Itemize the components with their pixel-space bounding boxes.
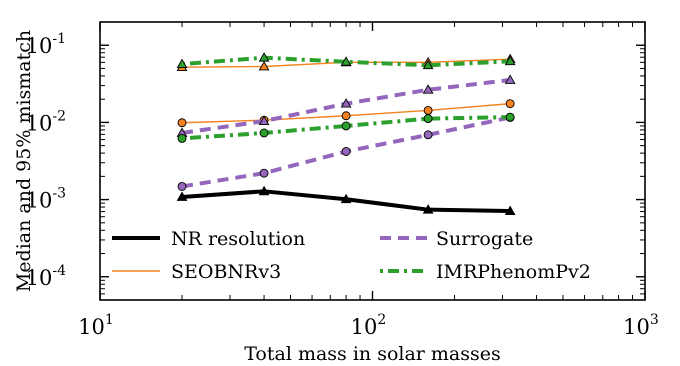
data-point [176, 58, 188, 68]
series-seobnrv3-median [177, 99, 515, 128]
data-point [423, 130, 433, 140]
data-point [177, 181, 187, 191]
legend-label: NR resolution [171, 228, 305, 250]
y-axis-label: Median and 95% mismatch [13, 30, 35, 292]
data-point [258, 115, 270, 125]
data-point [258, 52, 270, 62]
data-point [422, 84, 434, 94]
legend-label: IMRPhenomPv2 [436, 261, 591, 283]
data-point [177, 133, 187, 143]
data-point [341, 111, 351, 121]
data-point [504, 205, 516, 215]
y-tick-exponent: -3 [52, 186, 66, 202]
legend-item: Surrogate [380, 228, 533, 250]
series-imrphenompv2-median [177, 112, 515, 143]
y-tick-label: 10-1 [26, 31, 66, 58]
x-axis-label: Total mass in solar masses [244, 343, 501, 365]
x-tick-label: 101 [78, 312, 114, 339]
legend-item: IMRPhenomPv2 [380, 261, 591, 283]
x-tick-exponent: 1 [105, 312, 114, 328]
series-line [181, 55, 511, 68]
series-imrphenompv2-95pct [176, 52, 516, 70]
data-point [340, 98, 352, 108]
data-point [505, 99, 515, 109]
data-point [423, 114, 433, 124]
legend-item: NR resolution [112, 228, 305, 250]
data-point [341, 147, 351, 156]
y-tick-label: 10-3 [26, 186, 66, 213]
data-point [504, 55, 516, 66]
x-tick-exponent: 2 [377, 312, 386, 328]
series-surrogate-95pct [176, 74, 516, 137]
data-point [259, 128, 269, 138]
y-tick-exponent: -2 [52, 108, 66, 124]
data-point [422, 204, 434, 214]
data-point [422, 59, 434, 70]
x-tick-label: 103 [623, 312, 659, 339]
data-point [177, 118, 187, 128]
series-nr-resolution [176, 185, 516, 215]
data-point [505, 112, 515, 122]
data-point [504, 74, 516, 84]
data-point [341, 121, 351, 131]
data-point [340, 56, 352, 66]
series-line [181, 115, 511, 141]
y-tick-exponent: -4 [52, 263, 66, 279]
x-tick-exponent: 3 [650, 312, 659, 328]
data-point [176, 191, 188, 201]
series-surrogate-median [177, 112, 515, 191]
data-point [258, 185, 270, 196]
legend-label: SEOBNRv3 [171, 261, 281, 283]
legend-label: Surrogate [436, 228, 533, 250]
data-point [258, 61, 270, 71]
series-layer [176, 52, 516, 215]
data-point [259, 168, 269, 178]
x-tick-label: 102 [351, 312, 387, 339]
data-point [423, 105, 433, 115]
data-point [340, 193, 352, 204]
legend: NR resolution Surrogate SEOBNRv3 IMRPhenomP… [112, 228, 591, 283]
legend-item: SEOBNRv3 [112, 261, 281, 283]
y-tick-exponent: -1 [52, 31, 66, 47]
